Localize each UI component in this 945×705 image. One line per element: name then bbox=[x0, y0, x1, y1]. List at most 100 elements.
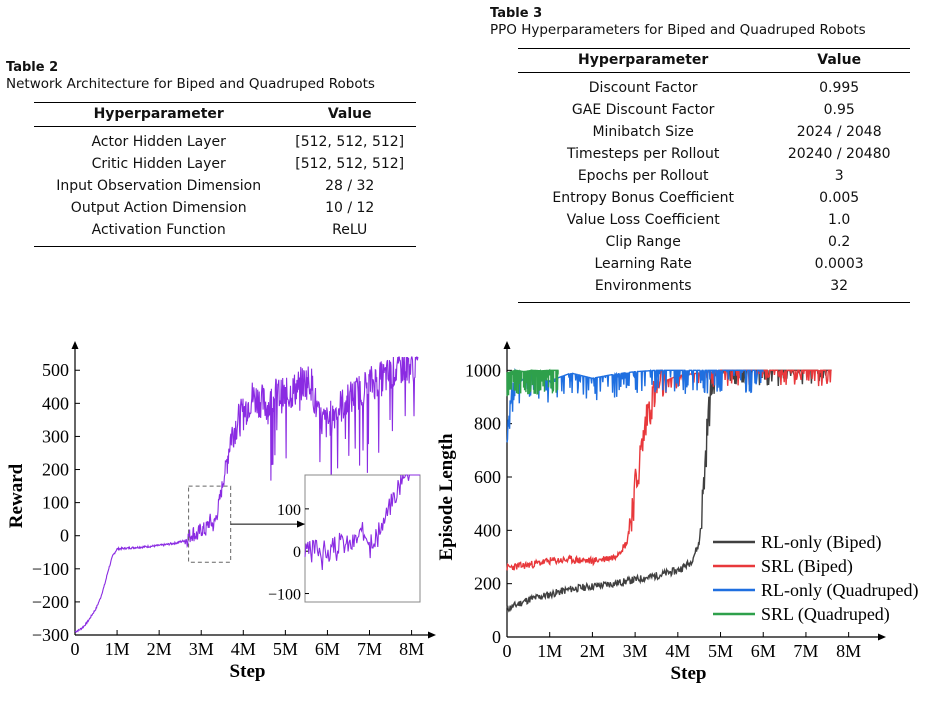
table-3-row: Epochs per Rollout 3 bbox=[518, 165, 910, 187]
reward-x-tick-label: 2M bbox=[147, 639, 172, 659]
episode-y-tick-label: 0 bbox=[492, 627, 501, 647]
table-3-header-hyperparameter: Hyperparameter bbox=[518, 48, 769, 73]
table-3-row: Environments 32 bbox=[518, 275, 910, 303]
table-3-cell-value: 0.95 bbox=[823, 102, 855, 118]
table-3-row: Value Loss Coefficient 1.0 bbox=[518, 209, 910, 231]
table-2-row: Input Observation Dimension 28 / 32 bbox=[34, 175, 416, 197]
reward-y-axis-arrow bbox=[71, 341, 79, 349]
table-2-row: Actor Hidden Layer [512, 512, 512] bbox=[34, 127, 416, 154]
table-3-row: Clip Range 0.2 bbox=[518, 231, 910, 253]
episode-y-tick-label: 1000 bbox=[465, 360, 501, 380]
table-2-header-hyperparameter: Hyperparameter bbox=[34, 102, 284, 127]
episode-legend-label: SRL (Quadruped) bbox=[761, 604, 890, 625]
table-2-cell-value: ReLU bbox=[332, 222, 368, 238]
episode-series-line bbox=[506, 368, 559, 397]
episode-series-line bbox=[506, 369, 832, 571]
episode-y-tick-label: 600 bbox=[474, 467, 501, 487]
episode-x-tick-label: 8M bbox=[836, 641, 861, 661]
table-2-cell-value: [512, 512, 512] bbox=[295, 156, 405, 172]
table-3-cell-hyperparameter: Discount Factor bbox=[588, 80, 698, 96]
reward-inset-series-line bbox=[304, 474, 420, 571]
episode-legend-label: RL-only (Biped) bbox=[761, 532, 881, 553]
reward-series-line bbox=[74, 356, 419, 633]
table-2-row: Critic Hidden Layer [512, 512, 512] bbox=[34, 153, 416, 175]
table-2-row: Output Action Dimension 10 / 12 bbox=[34, 197, 416, 219]
reward-zoom-arrow bbox=[297, 520, 305, 528]
episode-x-tick-label: 3M bbox=[623, 641, 648, 661]
reward-y-tick-label: −200 bbox=[32, 592, 69, 612]
reward-x-tick-label: 8M bbox=[399, 639, 424, 659]
table-2-cell-value: [512, 512, 512] bbox=[295, 134, 405, 150]
table-3-row: Entropy Bonus Coefficient 0.005 bbox=[518, 187, 910, 209]
reward-x-tick-label: 7M bbox=[357, 639, 382, 659]
table-3-cell-hyperparameter: Environments bbox=[594, 278, 692, 294]
reward-y-tick-label: 100 bbox=[42, 493, 69, 513]
reward-y-tick-label: 0 bbox=[60, 526, 69, 546]
table-3-cell-hyperparameter: Minibatch Size bbox=[592, 124, 694, 140]
table-2-cell-value: 10 / 12 bbox=[325, 200, 375, 216]
table-3-cell-value: 20240 / 20480 bbox=[787, 146, 891, 162]
table-2-title: Network Architecture for Biped and Quadr… bbox=[6, 76, 375, 92]
episode-x-tick-label: 6M bbox=[751, 641, 776, 661]
table-3-header-value: Value bbox=[768, 48, 910, 73]
reward-x-label: Step bbox=[230, 661, 266, 682]
reward-y-tick-label: 300 bbox=[42, 426, 69, 446]
episode-x-tick-label: 0 bbox=[503, 641, 512, 661]
table-3-cell-hyperparameter: Value Loss Coefficient bbox=[566, 212, 720, 228]
episode-x-tick-label: 5M bbox=[708, 641, 733, 661]
table-3-cell-value: 32 bbox=[830, 278, 849, 294]
table-3-cell-value: 0.0003 bbox=[814, 256, 864, 272]
reward-y-label: Reward bbox=[6, 463, 27, 528]
table-3-cell-hyperparameter: Learning Rate bbox=[594, 256, 692, 272]
table-3-row: Minibatch Size 2024 / 2048 bbox=[518, 121, 910, 143]
episode-length-chart: 0 1M 2M 3M 4M 5M 6M 7M 8M 0 200 400 600 800 1000 Step Ep… bbox=[436, 341, 918, 684]
table-3-cell-value: 2024 / 2048 bbox=[796, 124, 882, 140]
table-3-row: Learning Rate 0.0003 bbox=[518, 253, 910, 275]
episode-legend-label: RL-only (Quadruped) bbox=[761, 580, 918, 601]
reward-y-tick-label: 500 bbox=[42, 360, 69, 380]
reward-x-axis-arrow bbox=[428, 631, 436, 639]
table-2-cell-hyperparameter: Actor Hidden Layer bbox=[91, 134, 226, 150]
episode-x-tick-label: 7M bbox=[793, 641, 818, 661]
table-2-cell-hyperparameter: Activation Function bbox=[91, 222, 226, 238]
table-3-cell-hyperparameter: Entropy Bonus Coefficient bbox=[552, 190, 734, 206]
table-3: Table 3 PPO Hyperparameters for Biped an… bbox=[490, 6, 910, 303]
table-3-body: Discount Factor 0.995 GAE Discount Factor 0… bbox=[518, 73, 910, 303]
episode-series-line bbox=[506, 367, 764, 443]
table-3-cell-value: 0.995 bbox=[819, 80, 860, 96]
episode-x-tick-label: 4M bbox=[665, 641, 690, 661]
episode-x-tick-label: 1M bbox=[537, 641, 562, 661]
episode-x-axis-arrow bbox=[878, 633, 886, 641]
episode-legend-label: SRL (Biped) bbox=[761, 556, 853, 577]
reward-inset-y-tick-label: 100 bbox=[277, 502, 301, 519]
table-3-cell-hyperparameter: Epochs per Rollout bbox=[577, 168, 709, 184]
reward-x-tick-label: 0 bbox=[71, 639, 80, 659]
table-2-number: Table 2 bbox=[6, 60, 59, 75]
table-3-cell-value: 1.0 bbox=[828, 212, 851, 228]
reward-x-tick-label: 3M bbox=[189, 639, 214, 659]
table-3-cell-hyperparameter: GAE Discount Factor bbox=[571, 102, 715, 118]
table-2-header-value: Value bbox=[283, 102, 416, 127]
table-3-cell-hyperparameter: Clip Range bbox=[605, 234, 681, 250]
table-3-cell-value: 0.2 bbox=[828, 234, 851, 250]
episode-x-label: Step bbox=[671, 663, 707, 684]
reward-y-tick-label: 400 bbox=[42, 393, 69, 413]
table-2-body: Actor Hidden Layer [512, 512, 512] Critic … bbox=[34, 127, 416, 247]
episode-x-tick-label: 2M bbox=[580, 641, 605, 661]
table-2-cell-value: 28 / 32 bbox=[325, 178, 375, 194]
episode-y-tick-label: 400 bbox=[474, 520, 501, 540]
table-3-grid: Hyperparameter Value Discount Factor 0.99… bbox=[518, 48, 910, 303]
reward-inset-frame bbox=[304, 474, 421, 603]
reward-y-tick-label: −100 bbox=[32, 559, 69, 579]
reward-x-tick-label: 4M bbox=[231, 639, 256, 659]
episode-y-tick-label: 800 bbox=[474, 414, 501, 434]
reward-x-tick-label: 5M bbox=[273, 639, 298, 659]
table-2-cell-hyperparameter: Output Action Dimension bbox=[70, 200, 247, 216]
table-2: Table 2 Network Architecture for Biped a… bbox=[6, 60, 416, 247]
reward-x-tick-label: 1M bbox=[105, 639, 130, 659]
episode-y-label: Episode Length bbox=[436, 433, 457, 561]
reward-x-tick-label: 6M bbox=[315, 639, 340, 659]
table-2-grid: Hyperparameter Value Actor Hidden Layer [… bbox=[34, 102, 416, 247]
table-2-cell-hyperparameter: Input Observation Dimension bbox=[56, 178, 262, 194]
table-3-title: PPO Hyperparameters for Biped and Quadru… bbox=[490, 22, 866, 38]
